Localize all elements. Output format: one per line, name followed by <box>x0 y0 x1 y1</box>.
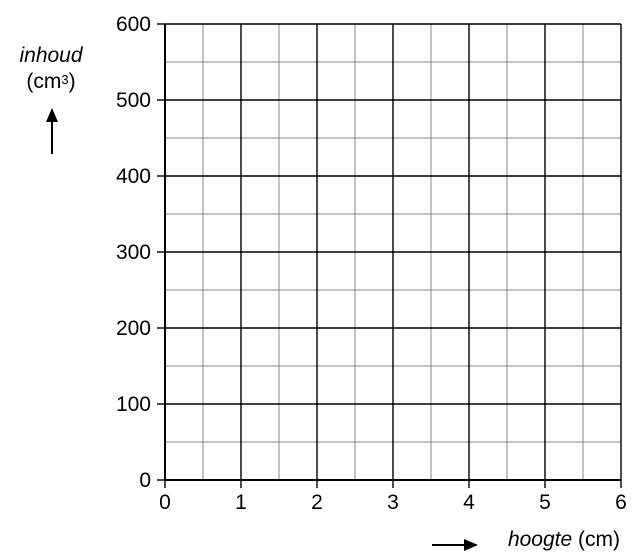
y-axis-unit-base: (cm <box>26 70 62 93</box>
x-axis-name: hoogte <box>507 528 573 551</box>
x-axis-label: hoogte (cm) <box>508 528 620 552</box>
y-tick-label: 400 <box>116 165 151 188</box>
y-axis-name: inhoud <box>19 44 83 67</box>
x-tick-label: 2 <box>311 491 323 514</box>
x-axis-unit: (cm) <box>578 528 620 551</box>
x-tick-label: 0 <box>159 491 171 514</box>
y-tick-label: 600 <box>116 13 151 36</box>
y-tick-label: 100 <box>116 393 151 416</box>
y-arrow-head <box>46 108 58 122</box>
y-tick-label: 500 <box>116 89 151 112</box>
x-tick-label: 5 <box>539 491 551 514</box>
x-arrow-head <box>464 539 478 551</box>
y-axis-unit: (cm3) <box>6 70 96 94</box>
x-tick-label: 6 <box>615 491 627 514</box>
y-axis-unit-close: ) <box>68 70 76 93</box>
y-axis-unit-power: 3 <box>61 72 69 87</box>
x-tick-label: 1 <box>235 491 247 514</box>
axes <box>157 23 622 488</box>
y-axis-label: inhoud (cm3) <box>6 44 96 94</box>
y-tick-label: 300 <box>116 241 151 264</box>
tick-labels: 0 1 2 3 4 5 6 0 100 200 300 400 500 600 <box>116 13 627 514</box>
major-grid <box>164 23 622 481</box>
y-tick-label: 0 <box>139 469 151 492</box>
x-tick-label: 3 <box>387 491 399 514</box>
axis-arrows <box>46 108 478 551</box>
x-tick-label: 4 <box>463 491 475 514</box>
y-tick-label: 200 <box>116 317 151 340</box>
